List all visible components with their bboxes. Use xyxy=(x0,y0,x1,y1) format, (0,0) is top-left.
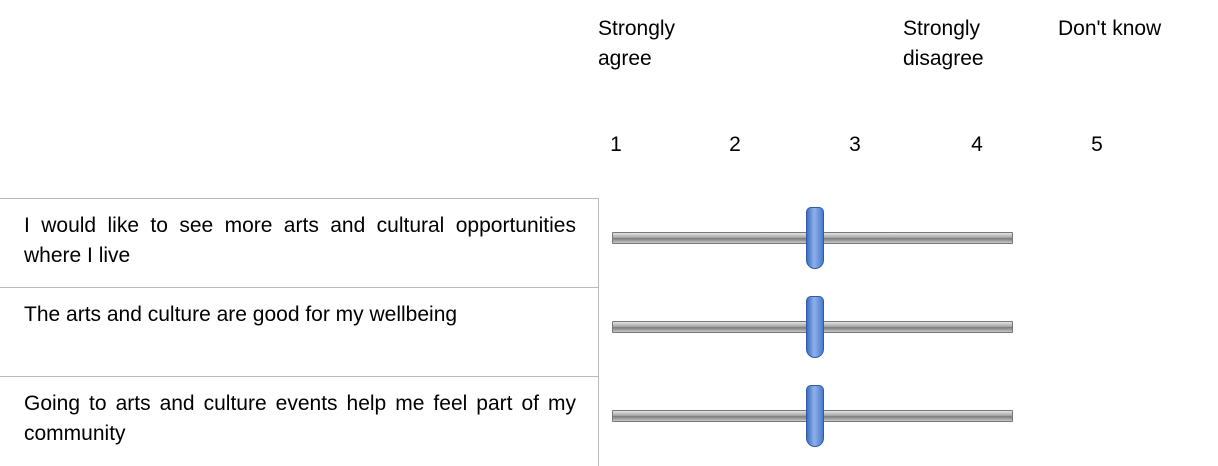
scale-number: 1 xyxy=(610,133,622,156)
statement: The arts and culture are good for my wel… xyxy=(0,287,598,376)
scale-header: Strongly disagree xyxy=(903,17,984,70)
slider-thumb[interactable] xyxy=(806,385,824,447)
scale-number: 3 xyxy=(849,133,861,156)
statement: I would like to see more arts and cultur… xyxy=(0,198,598,287)
scale-number: 2 xyxy=(729,133,741,156)
slider-thumb[interactable] xyxy=(806,296,824,358)
scale-number: 5 xyxy=(1091,133,1103,156)
scale-header: Don't know xyxy=(1058,17,1162,40)
scale-number: 4 xyxy=(971,133,983,156)
slider-thumb[interactable] xyxy=(806,207,824,269)
statement: Going to arts and culture events help me… xyxy=(0,376,598,466)
column-divider xyxy=(598,198,599,466)
scale-header: Strongly agree xyxy=(598,17,676,70)
